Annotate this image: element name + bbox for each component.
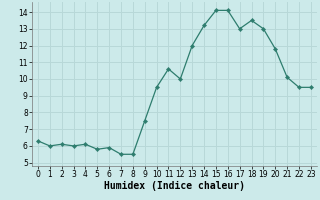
X-axis label: Humidex (Indice chaleur): Humidex (Indice chaleur) bbox=[104, 181, 245, 191]
